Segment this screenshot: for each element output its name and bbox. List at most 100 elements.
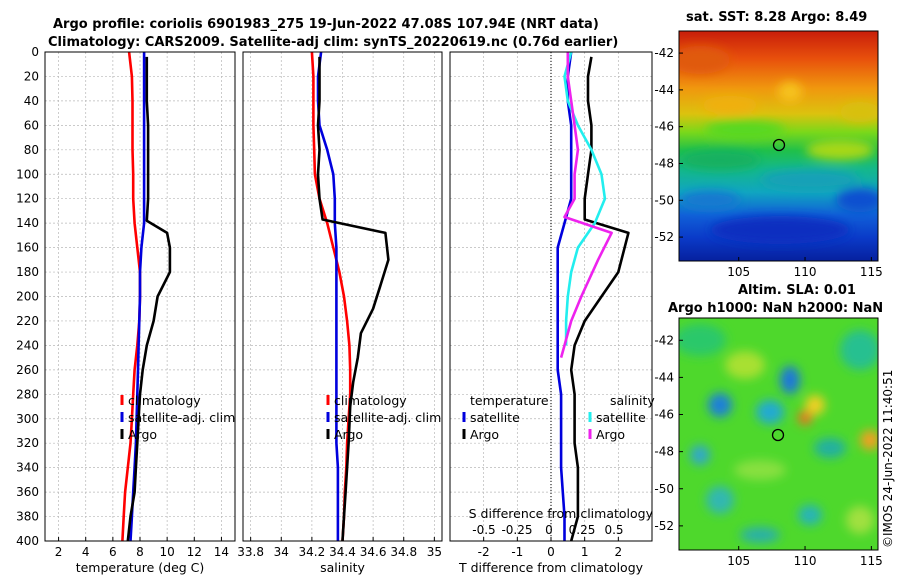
x-tick-label: 12 bbox=[187, 545, 202, 559]
map-y-tick-label: -42 bbox=[654, 46, 674, 60]
map-x-tick-label: 115 bbox=[860, 265, 883, 279]
y-tick-label: 360 bbox=[16, 485, 39, 499]
x-tick-label: -1 bbox=[511, 545, 523, 559]
sst-argo-marker bbox=[772, 138, 786, 152]
x-tick-label: 2 bbox=[55, 545, 63, 559]
y-tick-label: 60 bbox=[24, 118, 39, 132]
map-y-tick-label: -52 bbox=[654, 519, 674, 533]
legend-label: Argo bbox=[470, 427, 499, 442]
x-tick-label: 34.2 bbox=[299, 545, 326, 559]
x-tick-label: 34 bbox=[274, 545, 289, 559]
x-tick-label: 34.6 bbox=[360, 545, 387, 559]
legend-label: Argo bbox=[128, 427, 157, 442]
legend-header: salinity bbox=[610, 393, 655, 408]
sst-map-title: sat. SST: 8.28 Argo: 8.49 bbox=[686, 10, 867, 25]
series-line-satellite-adj-clim bbox=[316, 51, 340, 541]
sst-map: 105 110 115 -42 -44 -46 -48 -50 -52 bbox=[654, 30, 883, 279]
salinity-profile-panel: 33.8 34 34.2 34.4 34.6 34.8 35 salinity climatol… bbox=[237, 51, 443, 575]
title-line-1: Argo profile: coriolis 6901983_275 19-Ju… bbox=[53, 17, 599, 32]
y-tick-label: 160 bbox=[16, 241, 39, 255]
x-tick-label: 2 bbox=[615, 545, 623, 559]
axes-frame bbox=[242, 51, 443, 542]
legend-label: satellite bbox=[470, 410, 520, 425]
top-axis-label: S difference from climatology bbox=[469, 506, 654, 521]
sla-argo-marker bbox=[771, 428, 785, 442]
top-tick-label: -0.25 bbox=[501, 523, 532, 537]
top-tick-label: 0 bbox=[545, 523, 553, 537]
x-tick-label: 10 bbox=[160, 545, 175, 559]
axes-frame bbox=[449, 51, 653, 542]
series-line-argo bbox=[126, 56, 172, 542]
x-tick-label: 35 bbox=[427, 545, 442, 559]
x-axis-label: T difference from climatology bbox=[458, 560, 644, 575]
legend-label: Argo bbox=[334, 427, 363, 442]
top-tick-label: 0.5 bbox=[604, 523, 623, 537]
y-tick-label: 220 bbox=[16, 314, 39, 328]
legend-label: satellite bbox=[596, 410, 646, 425]
series-line-s-argo bbox=[559, 52, 613, 358]
y-tick-label: 80 bbox=[24, 143, 39, 157]
map-y-tick-label: -44 bbox=[654, 370, 674, 384]
x-tick-label: 34.4 bbox=[329, 545, 356, 559]
y-tick-label: 300 bbox=[16, 412, 39, 426]
x-tick-label: 1 bbox=[581, 545, 589, 559]
map-x-tick-label: 105 bbox=[727, 265, 750, 279]
series-line-satellite-adj-clim bbox=[129, 52, 146, 542]
map-y-tick-label: -46 bbox=[654, 120, 674, 134]
y-tick-label: 340 bbox=[16, 461, 39, 475]
series-line-t-satellite bbox=[556, 51, 573, 541]
map-y-tick-label: -46 bbox=[654, 408, 674, 422]
legend-label: climatology bbox=[128, 393, 201, 408]
sst-map-frame bbox=[678, 30, 879, 262]
legend-label: Argo bbox=[596, 427, 625, 442]
sla-map: 105 110 115 -42 -44 -46 -48 -50 -52 bbox=[654, 317, 883, 568]
x-tick-label: 0 bbox=[547, 545, 555, 559]
temperature-profile-panel: 2 4 6 8 10 12 14020406080100120140160180200220… bbox=[16, 45, 236, 575]
x-tick-label: -2 bbox=[478, 545, 490, 559]
title-line-2: Climatology: CARS2009. Satellite-adj cli… bbox=[48, 35, 618, 50]
sla-map-title-2: Argo h1000: NaN h2000: NaN bbox=[668, 301, 883, 316]
legend-label: climatology bbox=[334, 393, 407, 408]
sla-texture bbox=[679, 324, 878, 543]
sla-map-title-1: Altim. SLA: 0.01 bbox=[738, 283, 856, 298]
y-tick-label: 100 bbox=[16, 167, 39, 181]
y-tick-label: 320 bbox=[16, 436, 39, 450]
y-tick-label: 380 bbox=[16, 510, 39, 524]
series-line-argo bbox=[316, 56, 390, 542]
map-y-tick-label: -50 bbox=[654, 193, 674, 207]
map-y-tick-label: -50 bbox=[654, 482, 674, 496]
y-tick-label: 400 bbox=[16, 534, 39, 548]
y-tick-label: 280 bbox=[16, 387, 39, 401]
y-tick-label: 40 bbox=[24, 94, 39, 108]
x-tick-label: 33.8 bbox=[237, 545, 264, 559]
legend-label: satellite-adj. clim bbox=[334, 410, 441, 425]
map-x-tick-label: 110 bbox=[794, 265, 817, 279]
x-axis-label: temperature (deg C) bbox=[76, 560, 205, 575]
x-tick-label: 34.8 bbox=[390, 545, 417, 559]
sst-texture bbox=[679, 46, 878, 244]
y-tick-label: 180 bbox=[16, 265, 39, 279]
axes-frame bbox=[44, 51, 236, 542]
series-line-t-argo bbox=[569, 56, 630, 542]
y-tick-label: 240 bbox=[16, 338, 39, 352]
y-tick-label: 140 bbox=[16, 216, 39, 230]
sla-map-frame bbox=[678, 317, 879, 551]
x-axis-label: salinity bbox=[320, 560, 365, 575]
x-tick-label: 6 bbox=[109, 545, 117, 559]
legend-label: satellite-adj. clim bbox=[128, 410, 235, 425]
map-y-tick-label: -52 bbox=[654, 230, 674, 244]
x-tick-label: 4 bbox=[82, 545, 90, 559]
imos-credit: ©IMOS 24-Jun-2022 11:40:51 bbox=[881, 370, 895, 548]
map-y-tick-label: -48 bbox=[654, 445, 674, 459]
map-y-tick-label: -44 bbox=[654, 83, 674, 97]
map-x-tick-label: 105 bbox=[727, 554, 750, 568]
y-tick-label: 200 bbox=[16, 290, 39, 304]
y-tick-label: 120 bbox=[16, 192, 39, 206]
x-tick-label: 14 bbox=[214, 545, 229, 559]
map-x-tick-label: 110 bbox=[794, 554, 817, 568]
top-tick-label: 0.25 bbox=[569, 523, 596, 537]
difference-profile-panel: -2 -1 0 1 2T difference from climatology temp… bbox=[449, 51, 655, 575]
y-tick-label: 260 bbox=[16, 363, 39, 377]
map-y-tick-label: -42 bbox=[654, 333, 674, 347]
